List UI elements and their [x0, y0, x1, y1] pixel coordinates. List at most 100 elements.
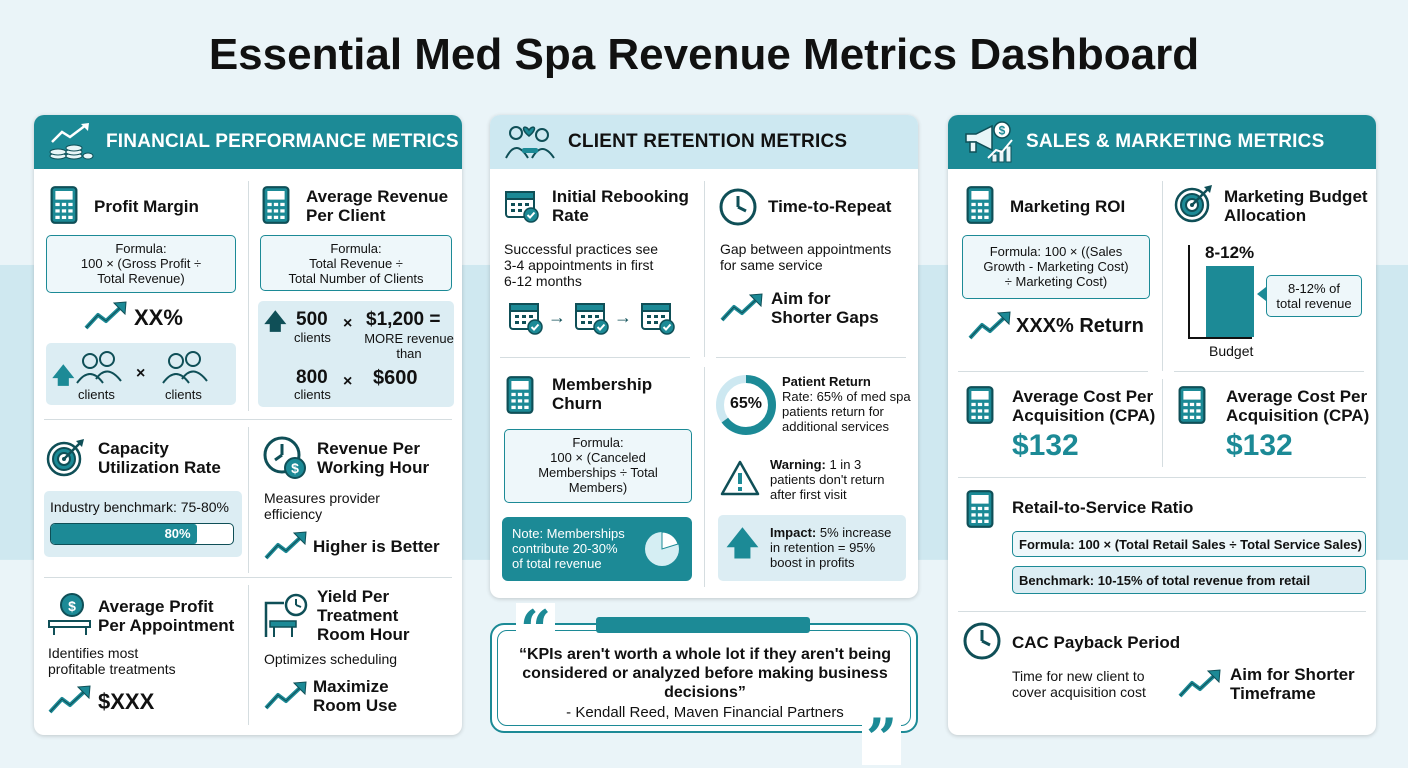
retention-header-title: CLIENT RETENTION METRICS — [568, 131, 848, 152]
profit-margin-title: Profit Margin — [94, 197, 199, 216]
capacity-progress-bar: 80% — [50, 523, 234, 545]
calendar-check-icon — [640, 299, 676, 335]
rpwh-cta: Higher is Better — [313, 537, 440, 556]
capacity-title: Capacity Utilization Rate — [98, 439, 221, 477]
churn-formula: Formula: 100 × (Canceled Memberships ÷ T… — [504, 429, 692, 503]
arpc-title: Average Revenue Per Client — [306, 187, 449, 225]
callout-pointer — [1257, 287, 1266, 301]
rpwh-title: Revenue Per Working Hour — [317, 439, 430, 477]
capacity-progress-fill: 80% — [51, 524, 197, 544]
up-arrow-icon: 🡅 — [726, 525, 759, 561]
budget-callout: 8-12% of total revenue — [1266, 275, 1362, 317]
target-icon — [46, 437, 86, 477]
impact-block: Impact: 5% increase in retention = 95% b… — [770, 525, 906, 570]
rebook-title: Initial Rebooking Rate — [552, 187, 689, 225]
calculator-icon — [262, 185, 290, 225]
megaphone-chart-icon: $ — [962, 120, 1014, 164]
cac-cta: Aim for Shorter Timeframe — [1230, 665, 1355, 703]
profit-margin-value: XX% — [134, 305, 183, 330]
people-icon — [74, 349, 124, 385]
sales-header-title: SALES & MARKETING METRICS — [1026, 131, 1325, 152]
trend-up-icon — [264, 531, 308, 561]
churn-note: Note: Memberships contribute 20-30% of t… — [512, 526, 625, 571]
sales-panel: $ SALES & MARKETING METRICS Marketing RO… — [948, 115, 1376, 735]
arpc-x2: × — [343, 373, 353, 390]
arrow-right-icon: → — [614, 307, 632, 327]
calculator-icon — [966, 185, 994, 225]
open-quote-icon: “ — [516, 603, 556, 657]
quote-author: - Kendall Reed, Maven Financial Partners — [566, 704, 844, 721]
arpc-n2: 800 — [296, 367, 328, 388]
svg-text:$: $ — [68, 598, 76, 614]
repeat-cta: Aim for Shorter Gaps — [771, 289, 879, 327]
warning-label: Warning: — [770, 457, 826, 472]
calculator-icon — [966, 489, 994, 529]
calendar-check-icon — [574, 299, 610, 335]
trend-up-icon — [968, 311, 1012, 341]
budget-axis-y — [1188, 245, 1190, 338]
arpc-formula: Formula: Total Revenue ÷ Total Number of… — [260, 235, 452, 291]
trend-up-icon — [264, 681, 308, 711]
people-icon — [160, 349, 210, 385]
budget-axis-label: Budget — [1209, 343, 1254, 359]
sales-header: $ SALES & MARKETING METRICS — [948, 115, 1376, 169]
calculator-icon — [506, 375, 534, 415]
financial-header-title: FINANCIAL PERFORMANCE METRICS — [106, 131, 459, 152]
trend-up-icon — [84, 301, 128, 331]
retail-benchmark: Benchmark: 10-15% of total revenue from … — [1012, 566, 1366, 594]
impact-label: Impact: — [770, 525, 817, 540]
warning-icon — [720, 460, 760, 496]
calculator-icon — [1178, 385, 1206, 425]
clock-dollar-icon: $ — [263, 436, 306, 479]
rpwh-desc: Measures provider efficiency — [264, 490, 380, 522]
return-rate-pct: 65% — [729, 395, 763, 412]
trend-up-icon — [48, 685, 92, 715]
trend-up-icon — [1178, 669, 1222, 699]
svg-text:$: $ — [999, 124, 1006, 138]
arpc-x1: × — [343, 315, 353, 332]
capacity-benchmark: Industry benchmark: 75-80% — [50, 499, 229, 515]
treatment-bed-icon: $ — [48, 593, 91, 635]
retention-panel: CLIENT RETENTION METRICS Initial Rebooki… — [490, 115, 918, 598]
calendar-check-icon — [508, 299, 544, 335]
appt-desc: Identifies most profitable treatments — [48, 645, 176, 677]
repeat-desc: Gap between appointments for same servic… — [720, 241, 892, 273]
arpc-more: MORE revenue than — [364, 331, 454, 361]
arpc-c1: clients — [294, 330, 331, 345]
cpa2-value: $132 — [1226, 429, 1293, 462]
arpc-n1: 500 — [296, 309, 328, 330]
yield-title: Yield Per Treatment Room Hour — [317, 587, 410, 644]
roi-formula: Formula: 100 × ((Sales Growth - Marketin… — [962, 235, 1150, 299]
clients-label-a: clients — [78, 387, 115, 402]
financial-header: FINANCIAL PERFORMANCE METRICS — [34, 115, 462, 169]
cpa1-value: $132 — [1012, 429, 1079, 462]
clients-label-b: clients — [165, 387, 202, 402]
budget-axis-x — [1188, 337, 1252, 339]
yield-desc: Optimizes scheduling — [264, 651, 398, 667]
client-care-icon — [504, 122, 556, 162]
profit-margin-formula: Formula: 100 × (Gross Profit ÷ Total Rev… — [46, 235, 236, 293]
target-icon — [1174, 183, 1214, 223]
roi-title: Marketing ROI — [1010, 197, 1126, 216]
close-quote-icon: ” — [862, 711, 902, 765]
retention-header: CLIENT RETENTION METRICS — [490, 115, 918, 169]
page-title: Essential Med Spa Revenue Metrics Dashbo… — [208, 30, 1200, 79]
pie-chart-icon — [645, 531, 679, 566]
cpa1-title: Average Cost Per Acquisition (CPA) — [1012, 387, 1156, 425]
warning-text: 1 in 3 patients don't return after first… — [770, 457, 885, 502]
clock-icon — [962, 621, 1002, 661]
warning-block: Warning: 1 in 3 patients don't return af… — [770, 457, 910, 502]
financial-panel: FINANCIAL PERFORMANCE METRICS Profit Mar… — [34, 115, 462, 735]
quote-box: “ “KPIs aren't worth a whole lot if they… — [490, 603, 918, 765]
budget-title: Marketing Budget Allocation — [1224, 187, 1368, 225]
quote-text: “KPIs aren't worth a whole lot if they a… — [518, 646, 892, 701]
budget-bar-label: 8-12% — [1205, 243, 1255, 262]
calendar-check-icon — [504, 187, 540, 223]
retail-formula: Formula: 100 × (Total Retail Sales ÷ Tot… — [1012, 531, 1366, 557]
cac-title: CAC Payback Period — [1012, 633, 1181, 652]
clock-icon — [718, 187, 758, 227]
svg-text:$: $ — [291, 460, 299, 476]
coins-trend-icon — [48, 122, 94, 162]
budget-bar — [1206, 266, 1254, 337]
appt-value: $XXX — [98, 689, 155, 714]
